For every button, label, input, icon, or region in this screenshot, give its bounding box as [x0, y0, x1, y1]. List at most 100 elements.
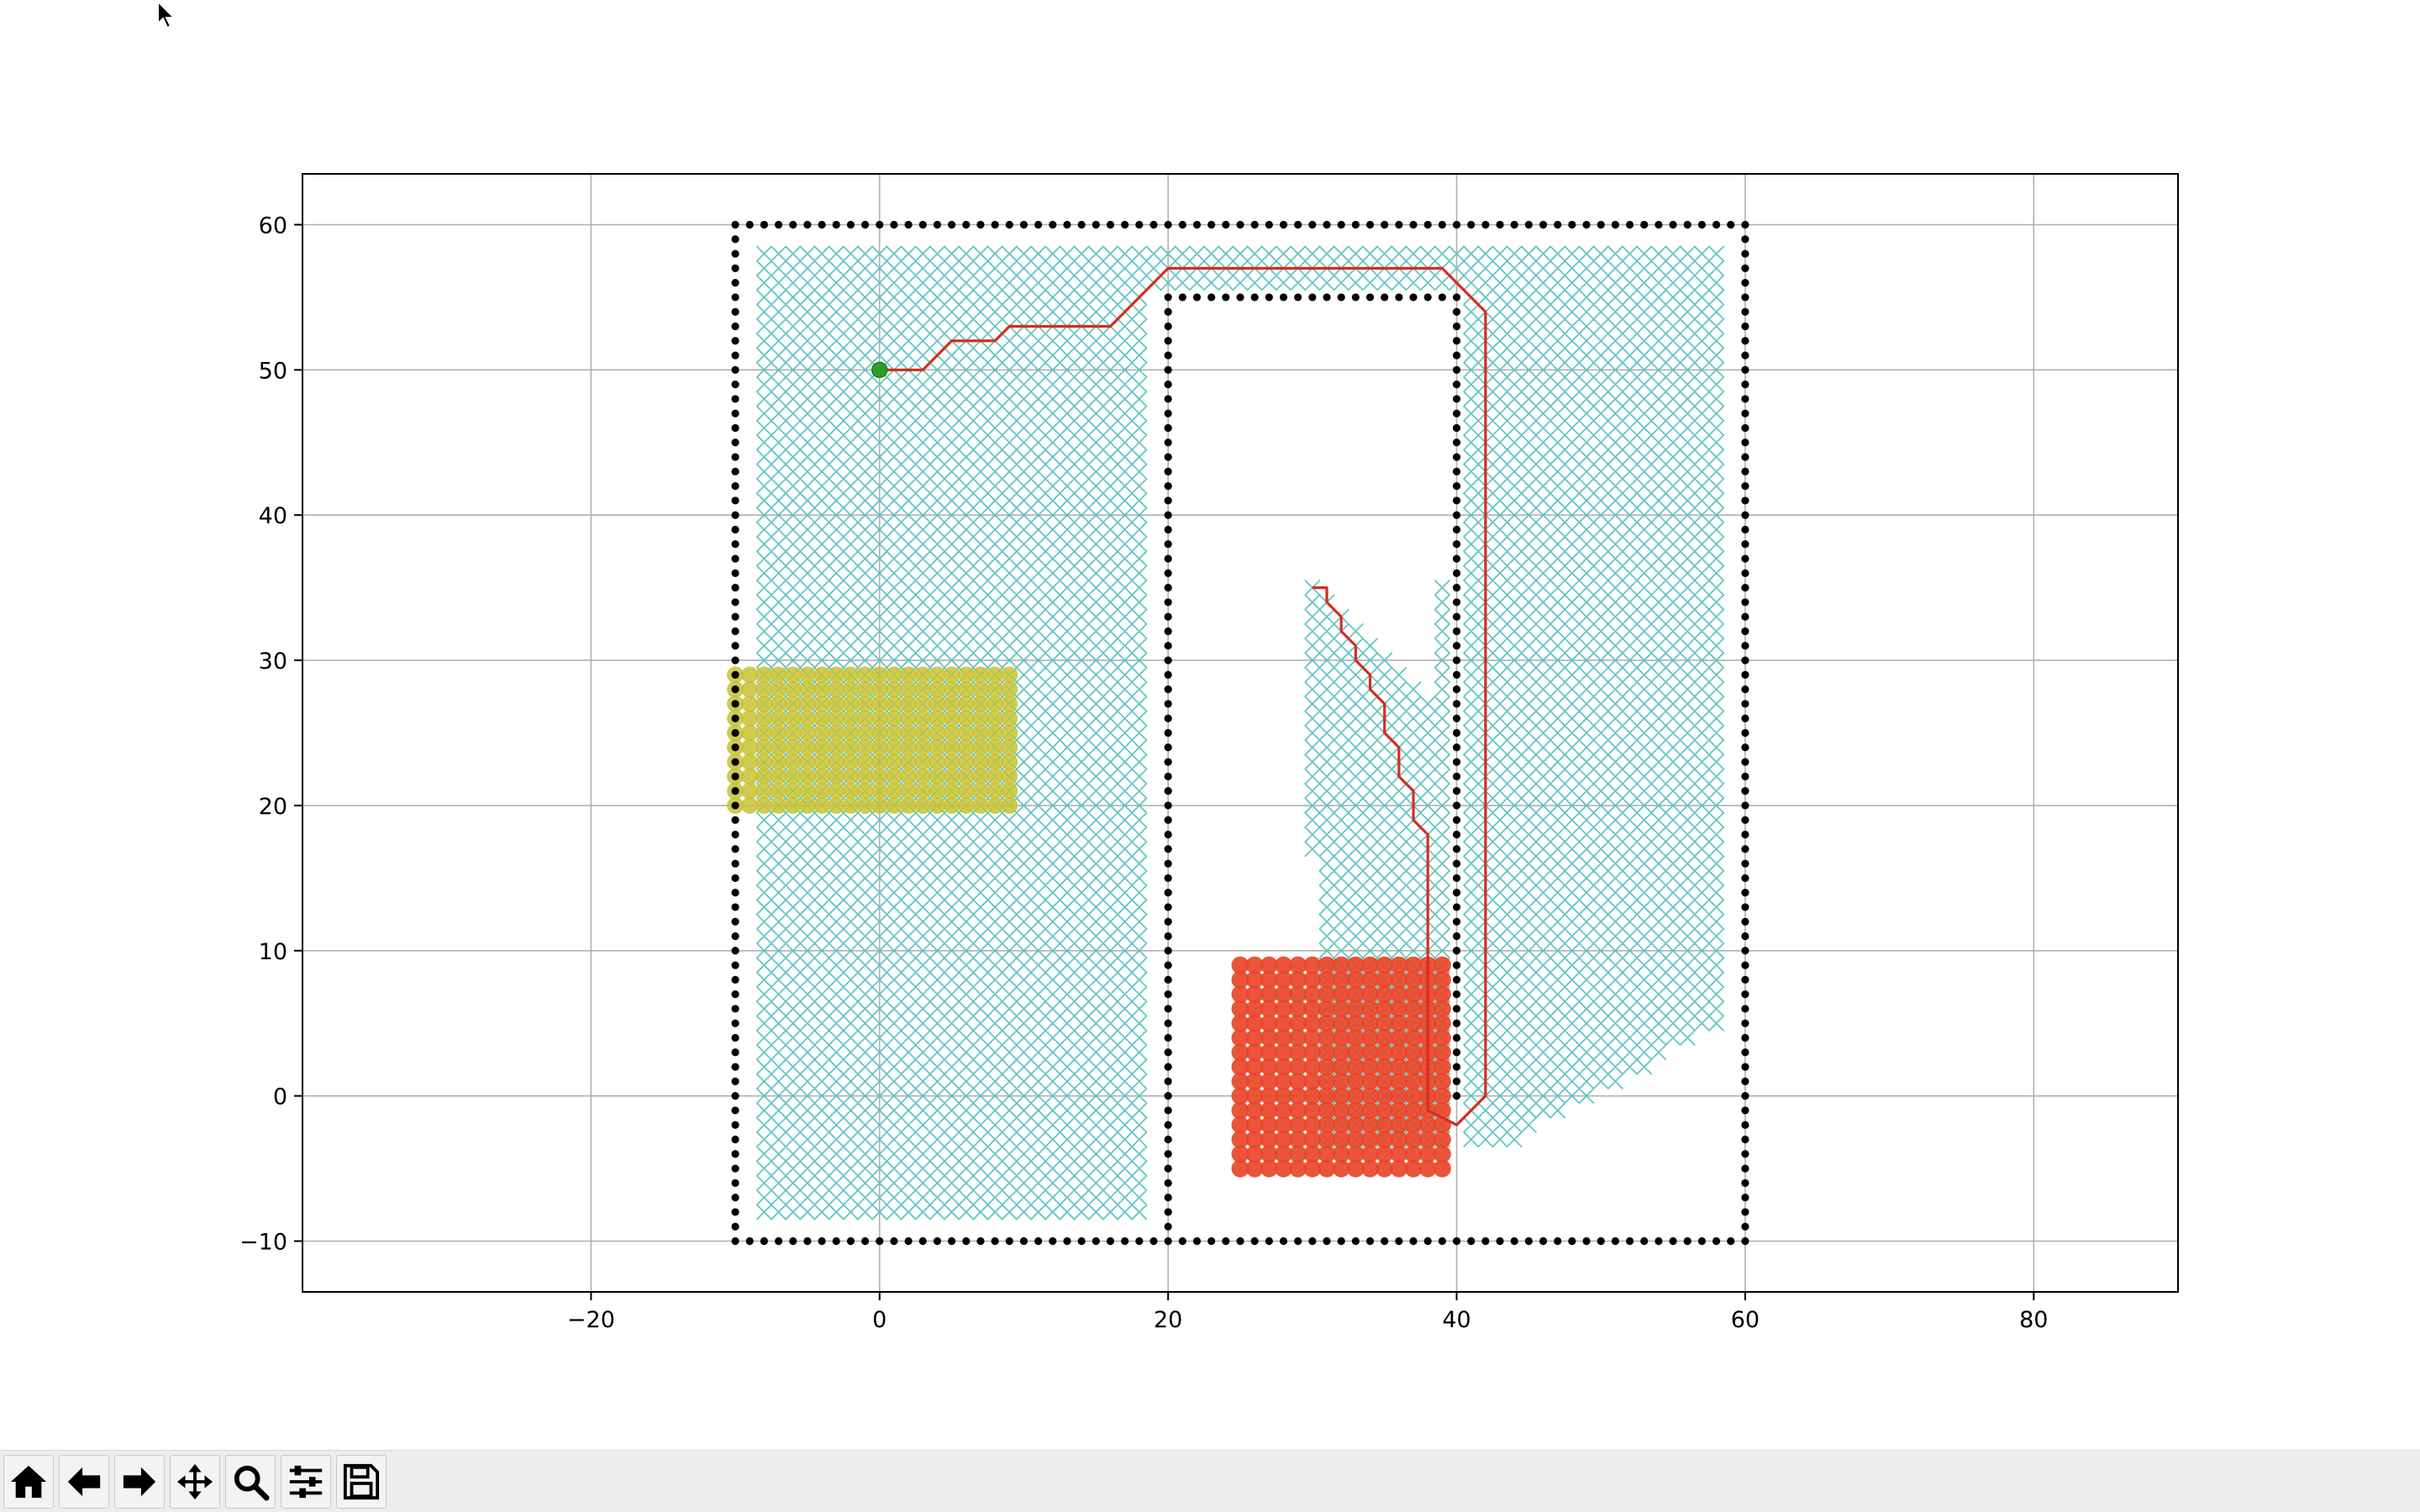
goal-region-point: [1318, 1101, 1336, 1120]
obstacle-point: [832, 220, 840, 229]
obstacle-point: [731, 1121, 739, 1129]
obstacle-point: [1452, 1033, 1461, 1042]
obstacle-point: [1741, 540, 1749, 549]
goal-region-point: [1376, 970, 1394, 989]
start-region-point: [828, 695, 845, 712]
obstacle-point: [1741, 467, 1749, 475]
obstacle-point: [731, 525, 739, 534]
obstacle-points: [731, 220, 1749, 1246]
start-region-point: [1001, 666, 1018, 684]
goal-region-point: [1433, 1145, 1451, 1163]
goal-region-point: [1376, 1029, 1394, 1047]
obstacle-point: [1236, 293, 1244, 302]
start-region-point: [929, 710, 946, 727]
goal-region-point: [1289, 1145, 1307, 1163]
start-region-point: [885, 724, 902, 742]
goal-region-point: [1245, 1043, 1264, 1062]
start-region-point: [842, 768, 860, 785]
start-region-point: [741, 768, 759, 785]
obstacle-point: [1467, 1236, 1476, 1246]
start-region-point: [1001, 680, 1018, 698]
back-button[interactable]: [59, 1454, 109, 1509]
obstacle-point: [1337, 293, 1345, 302]
obstacle-point: [1655, 1236, 1663, 1246]
goal-region: [1231, 956, 1451, 1178]
obstacle-point: [1452, 1048, 1461, 1057]
obstacle-point: [1365, 1236, 1375, 1246]
planned-path: [879, 266, 1487, 1126]
start-region-point: [971, 710, 989, 727]
obstacle-point: [1452, 1005, 1461, 1013]
start-region-point: [755, 680, 773, 698]
home-button[interactable]: [3, 1454, 54, 1509]
obstacle-point: [1510, 1236, 1518, 1246]
obstacle-point: [731, 1179, 739, 1187]
start-region-point: [755, 710, 773, 727]
obstacle-point: [1741, 1236, 1749, 1246]
goal-region-point: [1303, 1159, 1322, 1178]
obstacle-point: [731, 947, 739, 955]
start-region-point: [986, 782, 1004, 800]
goal-region-point: [1231, 1000, 1249, 1018]
start-region-point: [914, 666, 932, 684]
start-region: [727, 666, 1018, 814]
start-region-point: [770, 768, 787, 785]
start-region-point: [1001, 782, 1018, 800]
x-axis: −20 0 20 40 60 80: [567, 1292, 2048, 1333]
start-region-point: [929, 724, 946, 742]
obstacle-point: [1611, 220, 1619, 229]
obstacle-point: [1669, 220, 1677, 229]
obstacle-point: [731, 220, 739, 229]
obstacle-point: [1164, 569, 1172, 577]
start-region-point: [755, 738, 773, 756]
obstacle-point: [933, 1236, 942, 1246]
obstacle-point: [1423, 1236, 1432, 1246]
obstacle-point: [1337, 220, 1345, 229]
obstacle-point: [1452, 584, 1461, 592]
goal-region-point: [1433, 1087, 1451, 1105]
start-region-point: [856, 753, 874, 771]
obstacle-point: [731, 801, 739, 810]
goal-region-point: [1289, 1000, 1307, 1018]
start-region-point: [842, 680, 860, 698]
goal-region-point: [1332, 1043, 1350, 1062]
obstacle-point: [1741, 365, 1749, 374]
start-region-point: [784, 738, 802, 756]
obstacle-point: [1741, 1092, 1749, 1100]
obstacle-point: [731, 249, 739, 258]
obstacle-point: [731, 1135, 739, 1144]
obstacle-point: [1077, 1236, 1086, 1246]
goal-region-point: [1275, 985, 1293, 1004]
goal-region-point: [1376, 1058, 1394, 1076]
goal-region-point: [1245, 1000, 1264, 1018]
goal-region-point: [1433, 1043, 1451, 1062]
plot-canvas[interactable]: −20 0 20 40 60 80 −10 0 10 20 30 40 50 60: [0, 0, 2420, 1450]
obstacle-point: [1294, 1236, 1302, 1246]
obstacle-point: [1164, 365, 1172, 374]
start-region-point: [986, 768, 1004, 785]
navigation-toolbar: [0, 1450, 2420, 1512]
start-region-point: [914, 695, 932, 712]
goal-region-point: [1404, 970, 1423, 989]
start-region-point: [885, 695, 902, 712]
start-marker: [871, 361, 888, 379]
obstacle-point: [789, 1236, 797, 1246]
goal-region-point: [1289, 1058, 1307, 1076]
obstacle-point: [1741, 438, 1749, 447]
obstacle-point: [1438, 220, 1446, 229]
goal-region-point: [1418, 1116, 1437, 1134]
obstacle-point: [731, 758, 739, 766]
zoom-button[interactable]: [225, 1454, 276, 1509]
forward-button[interactable]: [114, 1454, 165, 1509]
obstacle-point: [1452, 961, 1461, 969]
obstacle-point: [774, 1236, 783, 1246]
goal-region-point: [1404, 956, 1423, 974]
save-button[interactable]: [336, 1454, 387, 1509]
start-region-point: [784, 768, 802, 785]
start-point: [871, 361, 888, 379]
start-region-point: [828, 768, 845, 785]
pan-button[interactable]: [170, 1454, 220, 1509]
obstacle-point: [731, 1164, 739, 1173]
configure-button[interactable]: [281, 1454, 331, 1509]
x-tick-label: 60: [1731, 1307, 1760, 1333]
